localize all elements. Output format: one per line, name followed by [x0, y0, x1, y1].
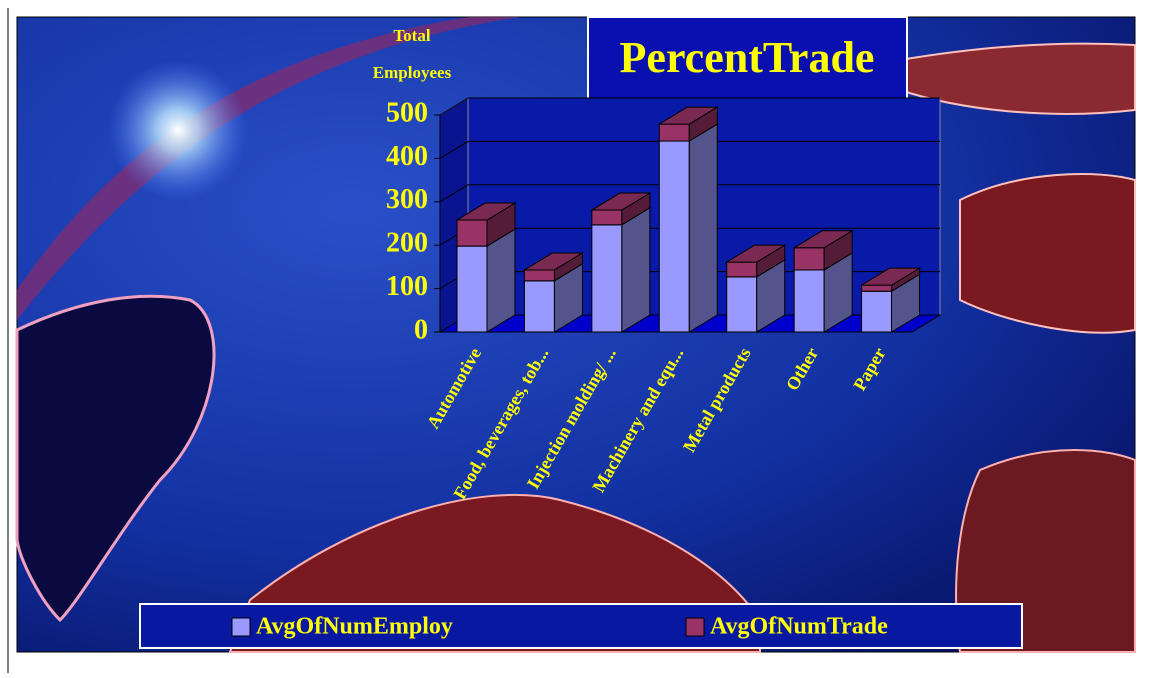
- legend-swatch: [685, 617, 705, 637]
- y-axis-label: Total: [393, 26, 430, 45]
- bar-front: [793, 247, 825, 271]
- grid-line: [439, 140, 940, 159]
- bar-top: [590, 192, 652, 211]
- y-tick-label: 500: [386, 97, 428, 128]
- bar-front: [523, 280, 555, 333]
- bar-front: [658, 140, 690, 333]
- grid-line: [439, 97, 940, 116]
- y-tick-label: 300: [386, 184, 428, 215]
- sun: [108, 60, 248, 200]
- bar-front: [591, 224, 623, 333]
- legend: [139, 603, 1023, 649]
- bar-front: [591, 209, 623, 226]
- bar-top: [522, 252, 585, 271]
- bar-top: [455, 202, 517, 221]
- bar-front: [726, 261, 758, 278]
- bar-front: [456, 219, 488, 247]
- legend-label: AvgOfNumEmploy: [256, 614, 453, 640]
- atmosphere: [17, 17, 520, 320]
- landmass: [959, 173, 1136, 334]
- bar-front: [861, 290, 893, 333]
- bar-front: [726, 276, 758, 333]
- bar-front: [658, 123, 690, 142]
- bar-top: [724, 244, 787, 263]
- y-tick-label: 200: [386, 228, 428, 259]
- bar-side: [486, 228, 516, 333]
- landmass: [899, 42, 1136, 115]
- landmass: [15, 294, 216, 623]
- bar-front: [523, 269, 555, 282]
- legend-swatch: [231, 617, 251, 637]
- grid-line: [439, 184, 940, 203]
- chart-title: PercentTrade: [620, 33, 875, 82]
- bar-top: [792, 230, 854, 249]
- y-tick-label: 100: [386, 271, 428, 302]
- bar-top: [657, 106, 720, 125]
- bar-front: [861, 284, 893, 292]
- landmass: [955, 449, 1136, 653]
- bar-front: [456, 245, 488, 333]
- y-tick-label: 0: [414, 314, 428, 345]
- legend-label: AvgOfNumTrade: [710, 614, 888, 640]
- bar-side: [688, 123, 718, 333]
- y-tick-label: 400: [386, 141, 428, 172]
- bar-front: [793, 269, 825, 333]
- y-axis-label: Employees: [373, 63, 452, 82]
- bar-top: [859, 267, 922, 286]
- bar-side: [621, 206, 651, 333]
